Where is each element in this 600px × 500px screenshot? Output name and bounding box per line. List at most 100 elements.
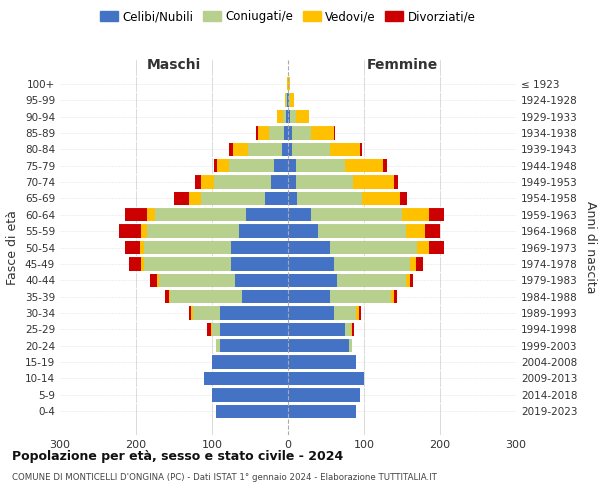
Bar	[296, 176, 353, 188]
Bar	[311, 208, 402, 222]
Y-axis label: Anni di nascita: Anni di nascita	[584, 201, 597, 294]
Bar	[159, 274, 235, 287]
Bar	[283, 110, 286, 123]
Bar	[400, 192, 407, 205]
Bar	[319, 224, 406, 238]
Bar	[288, 257, 334, 270]
Bar	[394, 290, 397, 304]
Bar	[334, 306, 356, 320]
Bar	[257, 126, 269, 140]
Bar	[288, 142, 292, 156]
Bar	[330, 290, 391, 304]
Bar	[330, 241, 417, 254]
Bar	[285, 94, 286, 107]
Bar	[212, 356, 288, 369]
Bar	[220, 322, 288, 336]
Bar	[193, 306, 220, 320]
Y-axis label: Fasce di età: Fasce di età	[7, 210, 19, 285]
Legend: Celibi/Nubili, Coniugati/e, Vedovi/e, Divorziati/e: Celibi/Nubili, Coniugati/e, Vedovi/e, Di…	[95, 6, 481, 28]
Bar	[288, 322, 345, 336]
Bar	[231, 241, 288, 254]
Bar	[406, 274, 410, 287]
Bar	[200, 176, 214, 188]
Bar	[286, 94, 287, 107]
Bar	[169, 290, 170, 304]
Bar	[288, 159, 296, 172]
Bar	[200, 192, 265, 205]
Bar	[359, 306, 361, 320]
Bar	[311, 126, 334, 140]
Bar	[290, 94, 294, 107]
Bar	[428, 208, 444, 222]
Bar	[239, 224, 288, 238]
Bar	[216, 339, 220, 352]
Bar	[362, 192, 400, 205]
Bar	[271, 176, 288, 188]
Bar	[231, 257, 288, 270]
Bar	[229, 142, 233, 156]
Text: Femmine: Femmine	[367, 58, 437, 72]
Bar	[288, 404, 356, 418]
Bar	[292, 142, 330, 156]
Bar	[334, 257, 410, 270]
Bar	[349, 339, 352, 352]
Bar	[125, 241, 140, 254]
Bar	[334, 126, 335, 140]
Bar	[214, 159, 217, 172]
Bar	[233, 142, 248, 156]
Bar	[406, 224, 425, 238]
Bar	[155, 208, 246, 222]
Bar	[220, 306, 288, 320]
Bar	[256, 126, 257, 140]
Bar	[119, 224, 142, 238]
Bar	[360, 142, 362, 156]
Bar	[296, 159, 345, 172]
Bar	[277, 110, 283, 123]
Bar	[174, 192, 189, 205]
Bar	[297, 192, 362, 205]
Bar	[394, 176, 398, 188]
Bar	[143, 241, 231, 254]
Bar	[292, 126, 311, 140]
Bar	[428, 241, 444, 254]
Bar	[125, 208, 148, 222]
Bar	[248, 142, 282, 156]
Bar	[191, 306, 193, 320]
Bar	[212, 388, 288, 402]
Bar	[296, 110, 309, 123]
Bar	[289, 94, 290, 107]
Bar	[417, 241, 428, 254]
Bar	[337, 274, 406, 287]
Bar	[288, 224, 319, 238]
Bar	[288, 126, 292, 140]
Bar	[129, 257, 140, 270]
Bar	[235, 274, 288, 287]
Bar	[410, 274, 413, 287]
Bar	[148, 224, 239, 238]
Bar	[194, 176, 200, 188]
Bar	[140, 257, 143, 270]
Bar	[288, 306, 334, 320]
Bar	[356, 306, 359, 320]
Bar	[288, 388, 360, 402]
Bar	[391, 290, 394, 304]
Bar	[330, 142, 360, 156]
Bar	[288, 290, 330, 304]
Bar	[140, 241, 143, 254]
Bar	[353, 176, 394, 188]
Bar	[425, 224, 440, 238]
Bar	[242, 290, 288, 304]
Bar	[288, 77, 290, 90]
Bar	[288, 356, 356, 369]
Bar	[216, 404, 288, 418]
Bar	[383, 159, 387, 172]
Bar	[288, 176, 296, 188]
Bar	[351, 322, 352, 336]
Bar	[269, 126, 284, 140]
Bar	[286, 110, 288, 123]
Bar	[288, 192, 297, 205]
Bar	[274, 159, 288, 172]
Bar	[246, 208, 288, 222]
Bar	[143, 257, 231, 270]
Bar	[288, 339, 349, 352]
